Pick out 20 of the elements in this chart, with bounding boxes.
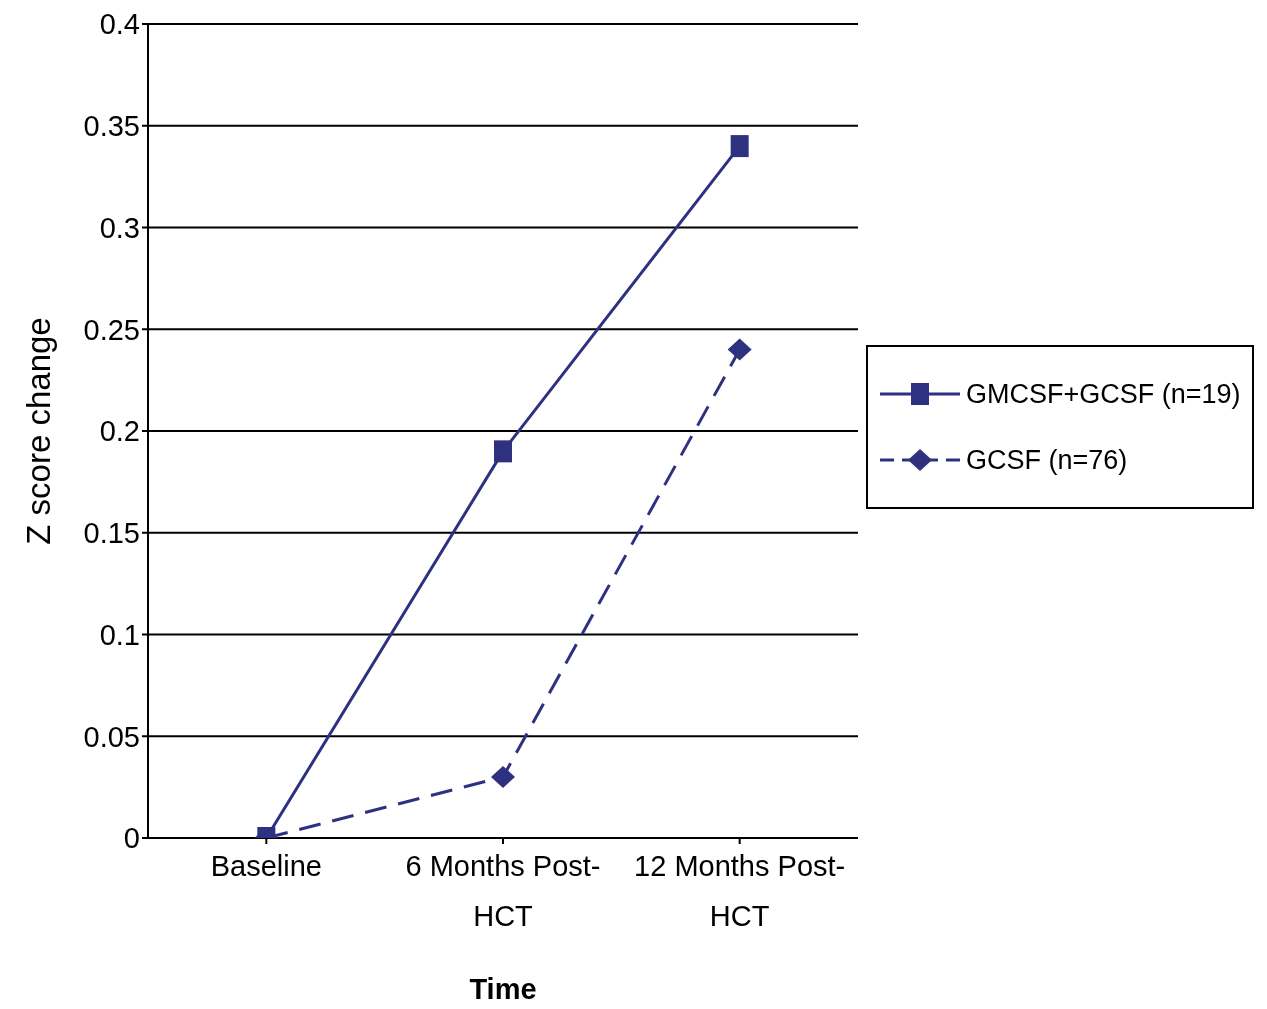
legend-label: GMCSF+GCSF (n=19)	[966, 378, 1241, 410]
x-tick-label: Baseline	[210, 850, 322, 882]
y-tick-label: 0.1	[99, 618, 140, 651]
y-tick-label: 0.15	[83, 517, 140, 550]
point	[727, 338, 752, 361]
point	[494, 440, 512, 463]
y-tick-label: 0.3	[99, 211, 140, 244]
y-tick-label: 0.2	[99, 415, 140, 448]
x-tick-label: 6 Months Post-HCT	[405, 850, 601, 932]
point	[730, 135, 749, 158]
y-axis-title: Z score change	[19, 317, 57, 545]
y-tick-label: 0.4	[99, 8, 140, 41]
y-tick-label: 0	[123, 822, 140, 855]
y-tick-label: 0.35	[83, 110, 140, 143]
legend-label: GCSF (n=76)	[966, 444, 1128, 476]
x-tick-label: 12 Months Post-HCT	[634, 850, 846, 932]
point	[491, 765, 515, 788]
y-tick-label: 0.05	[83, 720, 140, 753]
x-axis-title: Time	[469, 972, 537, 1005]
y-tick-label: 0.25	[83, 313, 140, 346]
